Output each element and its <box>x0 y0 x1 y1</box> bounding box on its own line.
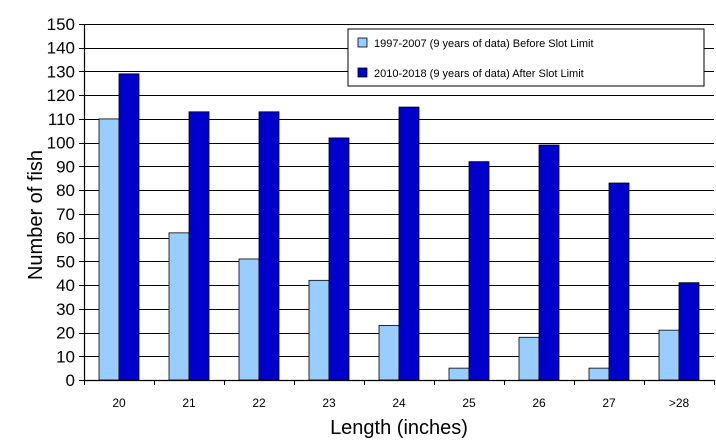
y-axis-title: Number of fish <box>25 150 47 280</box>
legend: 1997-2007 (9 years of data) Before Slot … <box>347 28 705 87</box>
bar-after <box>188 111 210 381</box>
legend-label-after: 2010-2018 (9 years of data) After Slot L… <box>374 68 584 80</box>
legend-label-before: 1997-2007 (9 years of data) Before Slot … <box>374 38 594 50</box>
x-axis-title: Length (inches) <box>330 417 468 439</box>
y-tick-label: 30 <box>56 300 75 319</box>
bar-before <box>308 279 330 381</box>
x-tick-label: 27 <box>602 396 616 410</box>
x-tick-label: >28 <box>669 396 690 410</box>
bar-before <box>658 329 680 381</box>
bars <box>98 73 700 381</box>
x-tick-label: 23 <box>322 396 336 410</box>
x-tick-label: 26 <box>532 396 546 410</box>
y-tick-labels: 0 10 20 30 40 50 60 70 80 90 100 110 120 130 140 150 <box>47 15 75 390</box>
y-tick-label: 90 <box>56 157 75 176</box>
bar-after <box>468 161 490 381</box>
bar-before <box>98 118 120 381</box>
y-tick-label: 20 <box>56 324 75 343</box>
y-tick-label: 60 <box>56 229 75 248</box>
x-tick-label: 20 <box>112 396 126 410</box>
bar-after <box>398 106 420 381</box>
bar-after <box>118 73 140 381</box>
x-tick-label: 22 <box>252 396 266 410</box>
x-tick-labels: 20 21 22 23 24 25 26 27 >28 <box>112 396 689 410</box>
y-tick-label: 0 <box>66 371 75 390</box>
x-tick-label: 24 <box>392 396 406 410</box>
legend-swatch-after <box>357 67 368 78</box>
bar-before <box>588 367 610 381</box>
y-tick-label: 150 <box>47 15 75 34</box>
x-tick-label: 21 <box>182 396 196 410</box>
bar-before <box>378 325 400 381</box>
bar-before <box>448 367 470 381</box>
x-tick-label: 25 <box>462 396 476 410</box>
y-tick-label: 130 <box>47 62 75 81</box>
y-tick-label: 120 <box>47 86 75 105</box>
bar-after <box>538 144 560 381</box>
y-tick-label: 70 <box>56 205 75 224</box>
bar-after <box>678 282 700 381</box>
y-tick-label: 80 <box>56 181 75 200</box>
y-tick-label: 100 <box>47 134 75 153</box>
bar-after <box>608 182 630 381</box>
bar-after <box>258 111 280 381</box>
bar-before <box>168 232 190 381</box>
y-tick-label: 10 <box>56 347 75 366</box>
legend-box <box>347 28 705 87</box>
bar-before <box>238 258 260 381</box>
y-tick-label: 50 <box>56 252 75 271</box>
y-tick-label: 110 <box>48 110 75 129</box>
axes <box>79 24 715 385</box>
bar-after <box>328 137 350 381</box>
legend-swatch-before <box>357 37 368 48</box>
bar-before <box>518 336 540 381</box>
y-tick-label: 140 <box>47 39 75 58</box>
y-tick-label: 40 <box>56 276 75 295</box>
